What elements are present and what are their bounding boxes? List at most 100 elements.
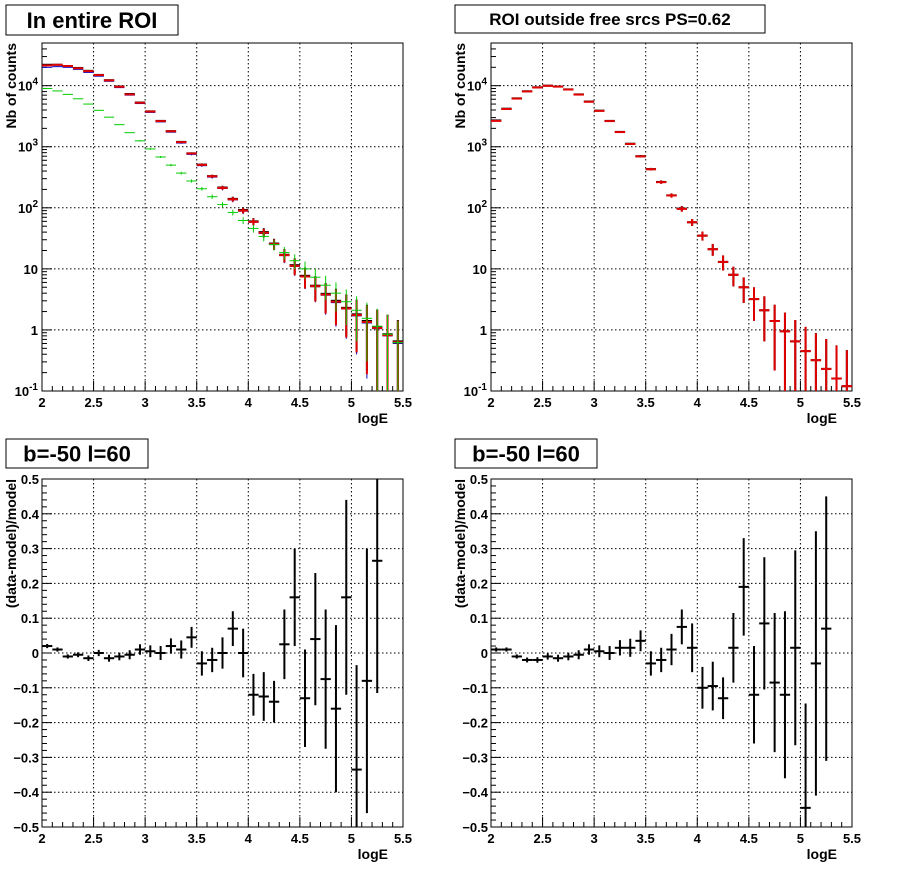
- x-tick-label: 3.5: [188, 831, 206, 846]
- y-axis-title: Nb of counts: [3, 43, 19, 129]
- y-tick-label: 10-1: [464, 382, 488, 399]
- x-tick-label: 5: [348, 395, 355, 410]
- x-tick-label: 4.5: [291, 831, 309, 846]
- chart-title: b=-50 l=60: [472, 441, 580, 466]
- y-tick-label: 0.2: [470, 576, 488, 591]
- x-tick-label: 5.5: [394, 831, 412, 846]
- chart-title-box: [454, 438, 598, 469]
- x-tick-label: 2: [38, 831, 45, 846]
- y-tick-label: 103: [467, 138, 487, 155]
- y-tick-label: 0.1: [21, 611, 39, 626]
- series-1: [491, 84, 852, 391]
- x-tick-label: 2: [38, 395, 45, 410]
- x-tick-label: 4: [245, 831, 253, 846]
- plot-frame: [490, 42, 853, 392]
- series-3: [42, 63, 403, 391]
- x-tick-label: 3: [591, 395, 598, 410]
- x-tick-label: 4.5: [740, 395, 758, 410]
- y-tick-label: 103: [18, 138, 38, 155]
- series-2: [491, 84, 852, 391]
- chart-title-box: [5, 4, 179, 36]
- chart-title-box: [5, 438, 149, 469]
- y-tick-label: 104: [18, 77, 38, 94]
- chart-panel-3: 2 2.5 3 3.5 4 4.5 5 5.5 −0.5 −0.4 −0.3 −0.2 −0.1 0 0.1…: [3, 438, 412, 862]
- y-tick-label: 0.4: [470, 507, 489, 522]
- data-layer: [42, 479, 383, 827]
- y-tick-label: 10: [24, 262, 38, 277]
- y-tick-label: −0.4: [462, 785, 488, 800]
- y-axis-title: Nb of counts: [452, 43, 468, 129]
- data-layer: [42, 63, 403, 391]
- series-4: [42, 87, 403, 391]
- x-tick-label: 2.5: [534, 831, 552, 846]
- x-tick-label: 5.5: [843, 831, 861, 846]
- x-tick-label: 4: [694, 831, 702, 846]
- x-axis-title: logE: [358, 410, 388, 426]
- y-axis-title: (data-model)/model: [3, 479, 19, 608]
- x-tick-label: 2.5: [85, 831, 103, 846]
- x-tick-label: 3: [142, 395, 149, 410]
- y-tick-label: −0.4: [13, 785, 39, 800]
- x-tick-label: 5.5: [394, 395, 412, 410]
- chart-panel-4: 2 2.5 3 3.5 4 4.5 5 5.5 −0.5 −0.4 −0.3 −0.2 −0.1 0 0.1…: [452, 438, 861, 862]
- y-tick-label: −0.5: [13, 820, 39, 835]
- y-axis-title: (data-model)/model: [452, 479, 468, 608]
- x-tick-label: 2.5: [85, 395, 103, 410]
- x-tick-label: 3.5: [188, 395, 206, 410]
- y-tick-label: 0.4: [21, 507, 40, 522]
- y-tick-label: 0: [481, 646, 488, 661]
- x-tick-label: 3: [591, 831, 598, 846]
- y-tick-label: 1: [31, 323, 38, 338]
- x-tick-label: 3.5: [637, 831, 655, 846]
- x-tick-label: 5: [797, 395, 804, 410]
- y-tick-label: −0.2: [462, 716, 488, 731]
- x-tick-label: 4: [694, 395, 702, 410]
- y-tick-label: −0.5: [462, 820, 488, 835]
- y-tick-label: 0: [32, 646, 39, 661]
- y-tick-label: 104: [467, 77, 487, 94]
- x-tick-label: 5: [797, 831, 804, 846]
- chart-title: b=-50 l=60: [23, 441, 131, 466]
- y-tick-label: 1: [480, 323, 487, 338]
- chart-panel-2: 2 2.5 3 3.5 4 4.5 5 5.5 10-1 1 10 102 103 104 logE Nb o…: [452, 4, 861, 426]
- y-tick-label: 0.3: [21, 542, 39, 557]
- y-tick-label: 0.5: [21, 472, 39, 487]
- y-tick-label: −0.3: [462, 750, 488, 765]
- x-tick-label: 2: [487, 831, 494, 846]
- y-tick-label: −0.3: [13, 750, 39, 765]
- y-tick-label: 0.3: [470, 542, 488, 557]
- x-axis-title: logE: [358, 846, 388, 862]
- x-axis-title: logE: [807, 410, 837, 426]
- chart-title: ROI outside free srcs PS=0.62: [489, 10, 730, 29]
- x-tick-label: 2.5: [534, 395, 552, 410]
- x-tick-label: 5.5: [843, 395, 861, 410]
- data-layer: [491, 84, 852, 391]
- x-axis-title: logE: [807, 846, 837, 862]
- y-tick-label: 0.1: [470, 611, 488, 626]
- plot-frame: [41, 42, 404, 392]
- chart-title: In entire ROI: [27, 8, 158, 33]
- y-tick-label: −0.1: [13, 681, 39, 696]
- y-tick-label: 0.2: [21, 576, 39, 591]
- series-1: [491, 496, 832, 827]
- y-tick-label: 0.5: [470, 472, 488, 487]
- y-tick-label: 10: [473, 262, 487, 277]
- series-1: [42, 479, 383, 827]
- x-tick-label: 2: [487, 395, 494, 410]
- data-layer: [491, 496, 832, 827]
- x-tick-label: 4.5: [740, 831, 758, 846]
- x-tick-label: 3: [142, 831, 149, 846]
- y-tick-label: −0.1: [462, 681, 488, 696]
- y-tick-label: 10-1: [15, 382, 39, 399]
- x-tick-label: 3.5: [637, 395, 655, 410]
- y-tick-label: 102: [18, 199, 38, 216]
- chart-title-box: [454, 4, 766, 34]
- y-tick-label: −0.2: [13, 716, 39, 731]
- chart-panel-1: 2 2.5 3 3.5 4 4.5 5 5.5 10-1 1 10 102 103 104 logE Nb o…: [3, 4, 412, 426]
- x-tick-label: 4.5: [291, 395, 309, 410]
- x-tick-label: 5: [348, 831, 355, 846]
- y-tick-label: 102: [467, 199, 487, 216]
- series-2: [42, 66, 403, 391]
- x-tick-label: 4: [245, 395, 253, 410]
